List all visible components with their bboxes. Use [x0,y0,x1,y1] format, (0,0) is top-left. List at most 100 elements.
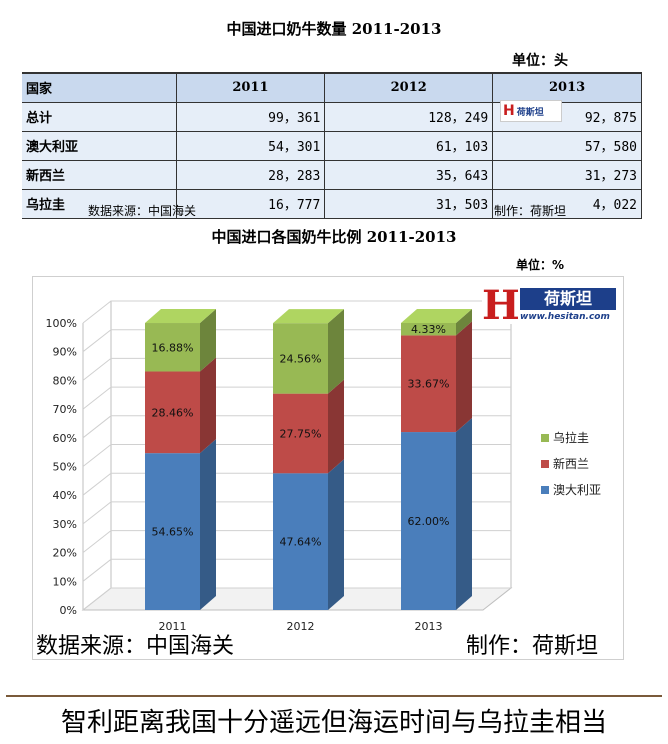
logo-letter: H [503,103,515,119]
import-count-table: 国家 2011 2012 2013 总计 99，361 128，249 92，8… [22,72,642,219]
cell-2012: 31，503 [324,189,494,219]
header-2013: 2013 [492,72,642,103]
bar-segment-side [456,309,472,336]
bar-segment-side [200,309,216,372]
bar-segment [145,323,200,372]
y-tick-label: 20% [53,547,77,560]
legend-swatch [541,434,549,442]
caption: 智利距离我国十分遥远但海运时间与乌拉圭相当 [60,708,607,738]
cell-2013: 57，580 [492,131,642,161]
logo-large-name: 荷斯坦 [520,288,616,310]
cell-2011: 28，283 [176,160,326,190]
divider [6,695,662,697]
data-label: 54.65% [152,526,194,539]
gridline [82,587,511,611]
logo-large-letter: H [482,282,520,329]
cell-2012: 128，249 [324,102,494,132]
bar-segment-side [328,459,344,610]
y-tick-label: 0% [60,604,77,617]
bar-segment-side [200,357,216,454]
gridline [82,329,511,353]
cell-2013: 31，273 [492,160,642,190]
header-2012: 2012 [324,72,494,103]
bar-segment [145,453,200,610]
legend-entry: 澳大利亚 [553,483,601,497]
logo-large: H 荷斯坦 www.hesitan.com [482,282,620,329]
data-label: 33.67% [408,378,450,391]
bar-segment [273,393,328,474]
chart-source: 数据来源：中国海关 [36,634,235,659]
cell-2012: 61，103 [324,131,494,161]
gridline [82,530,511,553]
bar-segment-side [456,321,472,433]
stacked-bar-chart: 0% 10% 20% 30% 40% 50% 60% 70% 80% 90% 100% 54.65% 2… [46,300,601,633]
gridline [82,501,511,525]
bar-segment [273,473,328,610]
bar-segment-side [328,309,344,394]
cell-2013: 4，022 [492,189,642,219]
table-header-row: 国家 2011 2012 2013 [22,72,642,103]
gridline [82,558,511,582]
table-title: 中国进口奶牛数量 2011-2013 [226,20,442,38]
row-name: 总计 [22,102,177,132]
data-label: 24.56% [280,352,322,365]
y-tick-label: 70% [53,403,77,416]
table-unit: 单位：头 [512,53,568,69]
gridline [82,357,511,381]
y-tick-label: 50% [53,461,77,474]
data-label: 27.75% [280,427,322,440]
table-row: 乌拉圭 16，777 31，503 4，022 [22,189,642,219]
cell-2011: 16，777 [176,189,326,219]
legend-swatch [541,460,549,468]
bar-segment [273,323,328,394]
bar-segment-side [328,379,344,474]
bar-segment-top [401,309,472,323]
chart-title: 中国进口各国奶牛比例 2011-2013 [211,228,457,246]
header-country: 国家 [22,72,177,103]
chart-unit: 单位：% [516,258,565,272]
bar-segment-side [200,439,216,610]
y-tick-label: 40% [53,489,77,502]
row-name: 新西兰 [22,160,177,190]
logo-large-url: www.hesitan.com [520,312,610,322]
header-2011: 2011 [176,72,326,103]
legend-swatch [541,486,549,494]
x-tick-label: 2013 [415,620,443,633]
data-label: 47.64% [280,536,322,549]
gridline [82,415,511,439]
x-tick-label: 2012 [287,620,315,633]
data-label: 28.46% [152,406,194,419]
row-name: 澳大利亚 [22,131,177,161]
legend-entry: 乌拉圭 [553,430,589,445]
y-tick-label: 10% [53,575,77,588]
logo-name: 荷斯坦 [516,107,544,118]
table-maker: 制作：荷斯坦 [494,204,567,218]
table-row: 新西兰 28，283 35，643 31，273 [22,160,642,190]
x-tick-label: 2011 [159,620,187,633]
gridline [82,300,511,324]
chart-maker: 制作：荷斯坦 [466,634,599,659]
gridline [82,472,511,496]
bar-segment [401,335,456,433]
data-label: 4.33% [411,323,446,336]
legend-entry: 新西兰 [553,456,589,471]
y-tick-label: 60% [53,432,77,445]
bar-segment [145,371,200,454]
chart-area: 0% 10% 20% 30% 40% 50% 60% 70% 80% 90% 100% 54.65% 2… [32,276,624,660]
cell-2012: 35，643 [324,160,494,190]
gridline [82,386,511,410]
table-row: 澳大利亚 54，301 61，103 57，580 [22,131,642,161]
gridline [82,444,511,467]
bar-segment-side [456,418,472,610]
bar-segment [401,323,456,336]
cell-2011: 54，301 [176,131,326,161]
logo-small: H 荷斯坦 [500,100,562,122]
y-tick-label: 100% [46,317,77,330]
y-tick-label: 90% [53,346,77,359]
bar-segment-top [273,309,344,324]
row-name: 乌拉圭 [22,189,177,219]
cell-2011: 99，361 [176,102,326,132]
y-tick-label: 80% [53,374,77,387]
y-tick-label: 30% [53,518,77,531]
table-source: 数据来源：中国海关 [88,204,197,218]
